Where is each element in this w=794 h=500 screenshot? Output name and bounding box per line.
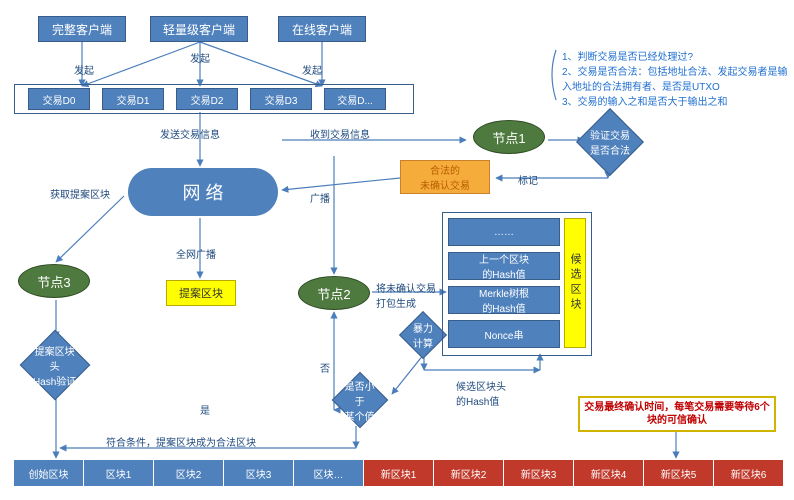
edge-label: 全网广播 [176, 246, 216, 261]
validation-notes: 1、判断交易是否已经处理过?2、交易是否合法：包括地址合法、发起交易者是输入地址… [562, 50, 788, 110]
network-cloud: 网 络 [128, 168, 278, 216]
client-box: 轻量级客户端 [150, 16, 248, 42]
chain-block: 区块2 [154, 460, 224, 486]
edge-label: 标记 [518, 172, 538, 187]
chain-block: 区块3 [224, 460, 294, 486]
highlight-box: 合法的 未确认交易 [400, 160, 490, 194]
edge-label: 符合条件，提案区块成为合法区块 [106, 434, 256, 449]
chain-block-new: 新区块1 [364, 460, 434, 486]
tx-box: 交易D2 [176, 88, 238, 110]
block-field: Nonce串 [448, 320, 560, 348]
tx-box: 交易D1 [102, 88, 164, 110]
block-field: Merkle树根 的Hash值 [448, 286, 560, 314]
edge-label: 发起 [302, 62, 322, 77]
block-field: 上一个区块 的Hash值 [448, 252, 560, 280]
chain-block-new: 新区块2 [434, 460, 504, 486]
chain-block-new: 新区块4 [574, 460, 644, 486]
chain-block-new: 新区块3 [504, 460, 574, 486]
candidate-block-label: 候选区块 [564, 218, 586, 348]
node-ellipse: 节点1 [473, 120, 545, 154]
tx-box: 交易D3 [250, 88, 312, 110]
chain-block: 区块… [294, 460, 364, 486]
edge-label: 发送交易信息 [160, 126, 220, 141]
node-ellipse: 节点3 [18, 264, 90, 298]
tx-box: 交易D... [324, 88, 386, 110]
edge-label: 候选区块头 的Hash值 [456, 378, 506, 408]
block-field: …… [448, 218, 560, 246]
blockchain-row: 创始区块区块1区块2区块3区块…新区块1新区块2新区块3新区块4新区块5新区块6 [14, 460, 784, 486]
edge-label: 否 [320, 360, 330, 375]
edge-label: 获取提案区块 [50, 186, 110, 201]
edge-label: 发起 [190, 50, 210, 65]
node-ellipse: 节点2 [298, 276, 370, 310]
edge-label: 是 [200, 402, 210, 417]
highlight-box: 提案区块 [166, 280, 236, 306]
client-box: 完整客户端 [38, 16, 126, 42]
chain-block-new: 新区块6 [714, 460, 784, 486]
edge-label: 广播 [310, 190, 330, 205]
chain-block: 创始区块 [14, 460, 84, 486]
chain-block: 区块1 [84, 460, 154, 486]
edge-label: 将未确认交易 打包生成 [376, 280, 436, 310]
confirmation-callout: 交易最终确认时间，每笔交易需要等待6个块的可信确认 [578, 396, 776, 432]
client-box: 在线客户端 [278, 16, 366, 42]
tx-box: 交易D0 [28, 88, 90, 110]
chain-block-new: 新区块5 [644, 460, 714, 486]
edge-label: 发起 [74, 62, 94, 77]
edge-label: 收到交易信息 [310, 126, 370, 141]
